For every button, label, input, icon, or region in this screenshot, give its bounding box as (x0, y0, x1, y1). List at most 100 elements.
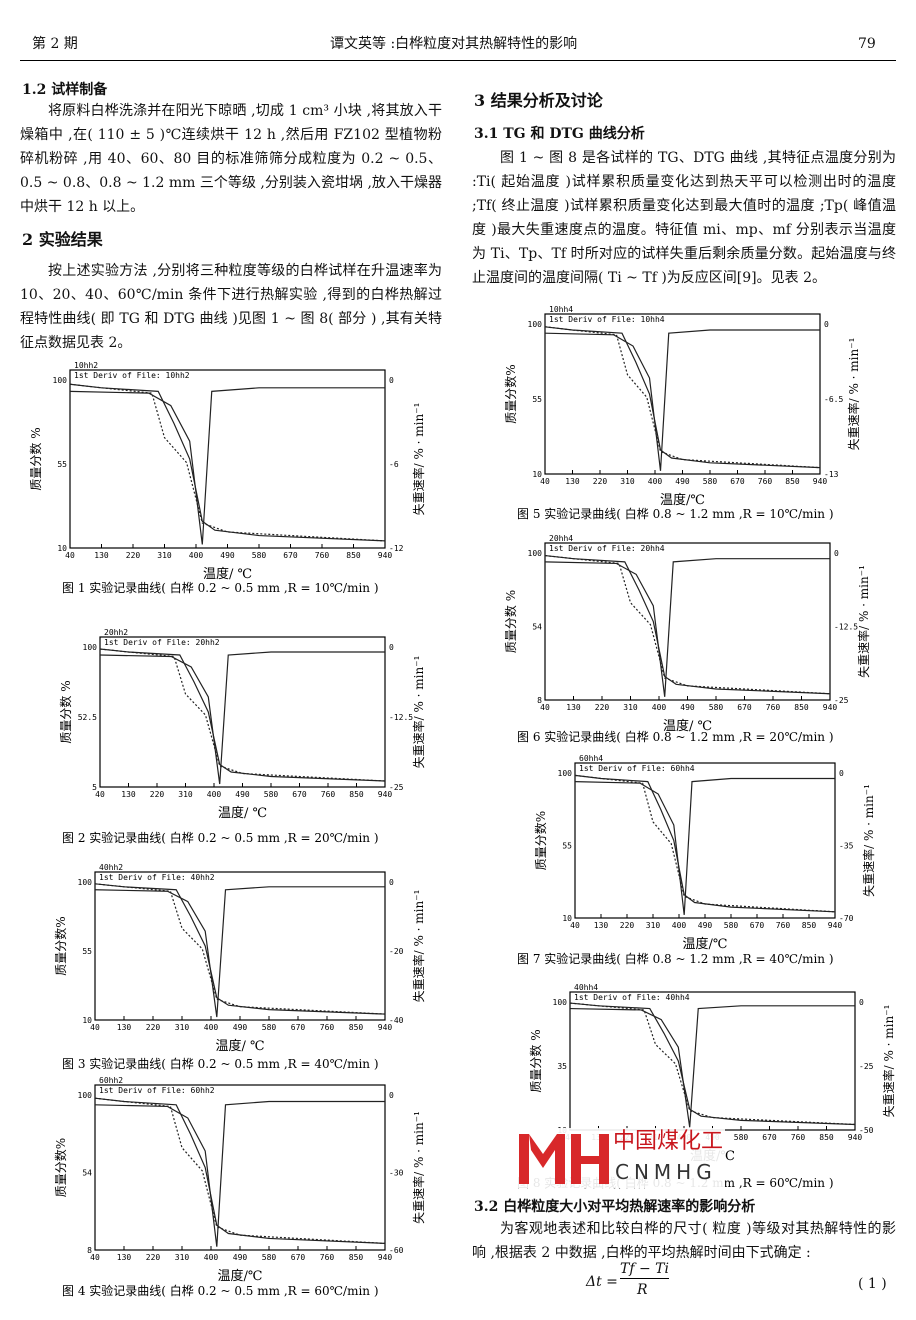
heading: 3 结果分析及讨论 (474, 91, 603, 110)
x-tick-label: 400 (652, 703, 667, 712)
y-tick-label: 100 (83, 643, 98, 652)
y2-tick-label: 0 (389, 376, 394, 385)
x-tick-label: 670 (762, 1133, 777, 1142)
y2-label: 失重速率/ % · min⁻¹ (881, 1005, 896, 1118)
x-tick-label: 220 (595, 703, 610, 712)
curve (544, 326, 821, 469)
x-tick-label: 40 (570, 921, 580, 930)
x-tick-label: 400 (204, 1253, 219, 1262)
x-tick-label: 490 (235, 790, 250, 799)
paragraph: 图 1 ~ 图 8 是各试样的 TG、DTG 曲线 ,其特征点温度分别为 :Ti… (472, 150, 896, 286)
y-label: 质量分数% (53, 1138, 68, 1197)
watermark-cn: 中国煤化工 (613, 1129, 724, 1154)
x-tick-label: 670 (292, 790, 307, 799)
x-tick-label: 580 (262, 1023, 277, 1032)
plot-frame (544, 313, 821, 475)
figure-caption: 图 2 实验记录曲线( 白桦 0.2 ~ 0.5 mm ,R = 20℃/min… (62, 830, 379, 845)
file-label: 60hh2 (99, 1076, 123, 1085)
y2-tick-label: 0 (839, 769, 844, 778)
y2-tick-label: -12.5 (834, 623, 858, 632)
curve (99, 648, 386, 782)
y-label: 质量分数 % (58, 680, 73, 743)
y2-tick-label: 0 (389, 1091, 394, 1100)
heading: 3.2 白桦粒度大小对平均热解速率的影响分析 (474, 1199, 756, 1215)
y2-tick-label: 0 (389, 878, 394, 887)
x-tick-label: 580 (264, 790, 279, 799)
y2-tick-label: 0 (834, 549, 839, 558)
file-label: 20hh4 (549, 534, 573, 543)
x-label: 温度/℃ (683, 936, 728, 952)
y2-tick-label: -20 (389, 947, 404, 956)
y-tick-label: 100 (528, 320, 543, 329)
x-tick-label: 490 (233, 1023, 248, 1032)
y2-tick-label: -50 (859, 1126, 874, 1135)
x-tick-label: 940 (828, 921, 843, 930)
figure-caption: 图 1 实验记录曲线( 白桦 0.2 ~ 0.5 mm ,R = 10℃/min… (62, 580, 379, 595)
heading: 1.2 试样制备 (22, 82, 108, 98)
x-tick-label: 40 (90, 1023, 100, 1032)
x-tick-label: 400 (207, 790, 222, 799)
x-tick-label: 310 (157, 551, 172, 560)
x-tick-label: 760 (791, 1133, 806, 1142)
y-tick-label: 55 (57, 460, 67, 469)
y-tick-label: 100 (53, 376, 68, 385)
x-tick-label: 310 (175, 1023, 190, 1032)
x-tick-label: 670 (283, 551, 298, 560)
y-label: 质量分数% (503, 364, 518, 423)
figure-caption: 图 5 实验记录曲线( 白桦 0.8 ~ 1.2 mm ,R = 10℃/min… (517, 506, 834, 521)
x-label: 温度/℃ (218, 1268, 263, 1284)
y2-tick-label: -12.5 (389, 713, 413, 722)
y-tick-label: 10 (562, 914, 572, 923)
y2-tick-label: -30 (389, 1169, 404, 1178)
y-tick-label: 35 (557, 1062, 567, 1071)
figure-caption: 图 7 实验记录曲线( 白桦 0.8 ~ 1.2 mm ,R = 40℃/min… (517, 951, 834, 966)
x-tick-label: 760 (758, 477, 773, 486)
y-label: 质量分数 % (503, 590, 518, 653)
y2-label: 失重速率/ % · min⁻¹ (856, 565, 871, 678)
x-tick-label: 490 (698, 921, 713, 930)
equation-lhs: Δt = (586, 1274, 618, 1290)
x-label: 温度/ ℃ (663, 718, 712, 734)
equation-number: ( 1 ) (858, 1276, 887, 1292)
curve (99, 648, 386, 782)
x-tick-label: 490 (220, 551, 235, 560)
x-tick-label: 850 (794, 703, 809, 712)
x-tick-label: 310 (646, 921, 661, 930)
x-tick-label: 850 (802, 921, 817, 930)
y2-tick-label: -12 (389, 544, 404, 553)
figure-caption: 图 3 实验记录曲线( 白桦 0.2 ~ 0.5 mm ,R = 40℃/min… (62, 1056, 379, 1071)
x-tick-label: 940 (378, 1023, 393, 1032)
curve (94, 883, 386, 1015)
x-tick-label: 130 (94, 551, 109, 560)
y-tick-label: 55 (562, 842, 572, 851)
y-tick-label: 54 (532, 623, 542, 632)
curve (69, 383, 386, 542)
page-number: 79 (858, 36, 876, 52)
x-tick-label: 850 (819, 1133, 834, 1142)
x-tick-label: 580 (252, 551, 267, 560)
y-tick-label: 54 (82, 1169, 92, 1178)
issue: 第 2 期 (32, 36, 78, 52)
curve (94, 886, 385, 1018)
x-tick-label: 940 (378, 551, 393, 560)
x-tick-label: 580 (709, 703, 724, 712)
x-tick-label: 850 (349, 790, 364, 799)
paragraph: 按上述实验方法 ,分别将三种粒度等级的白桦试样在升温速率为 10、20、40、6… (20, 263, 442, 351)
x-tick-label: 310 (623, 703, 638, 712)
y2-label: 失重速率/ % · min⁻¹ (861, 784, 876, 897)
curve (574, 777, 835, 915)
x-tick-label: 940 (813, 477, 828, 486)
paragraph: 将原料白桦洗涤并在阳光下晾晒 ,切成 1 cm³ 小块 ,将其放入干燥箱中 ,在… (20, 103, 442, 215)
y2-label: 失重速率/ % · min⁻¹ (411, 890, 426, 1003)
x-tick-label: 850 (785, 477, 800, 486)
file-label: 40hh4 (574, 983, 598, 992)
plot-frame (544, 542, 831, 701)
legend: 1st Deriv of File: 10hh4 (549, 315, 665, 324)
y2-tick-label: 0 (824, 320, 829, 329)
y-tick-label: 52.5 (78, 713, 97, 722)
x-tick-label: 670 (737, 703, 752, 712)
y2-label: 失重速率/ % · min⁻¹ (411, 1111, 426, 1224)
equation-denominator: R (637, 1282, 648, 1298)
y-label: 质量分数 % (28, 427, 43, 490)
